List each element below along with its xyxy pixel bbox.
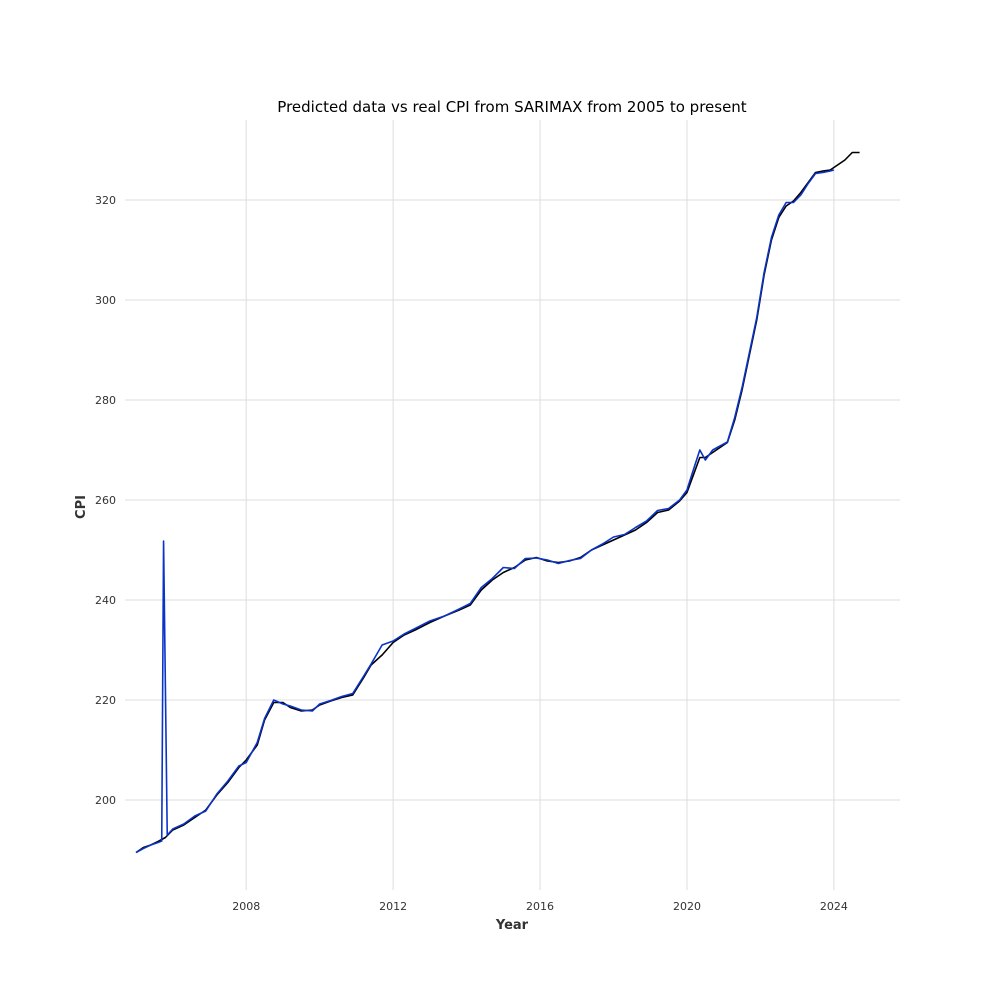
y-axis-label: CPI <box>74 495 89 519</box>
x-tick-label: 2020 <box>673 900 701 913</box>
x-tick-label: 2008 <box>232 900 260 913</box>
x-axis-label: Year <box>495 918 529 933</box>
chart-title: Predicted data vs real CPI from SARIMAX … <box>277 98 747 116</box>
y-tick-label: 200 <box>95 794 116 807</box>
actual-cpi-line <box>135 151 860 854</box>
series-lines <box>135 151 860 854</box>
y-tick-label: 300 <box>95 294 116 307</box>
x-tick-label: 2016 <box>526 900 554 913</box>
x-tick-label: 2024 <box>820 900 848 913</box>
y-tick-label: 220 <box>95 694 116 707</box>
predicted-cpi-line <box>135 169 835 854</box>
grid <box>125 120 900 890</box>
y-tick-label: 260 <box>95 494 116 507</box>
y-tick-label: 320 <box>95 194 116 207</box>
x-tick-label: 2012 <box>379 900 407 913</box>
tick-labels: 2008 2012 2016 2020 2024 200 220 240 260 280 300 32… <box>95 194 848 913</box>
y-tick-label: 280 <box>95 394 116 407</box>
y-tick-label: 240 <box>95 594 116 607</box>
